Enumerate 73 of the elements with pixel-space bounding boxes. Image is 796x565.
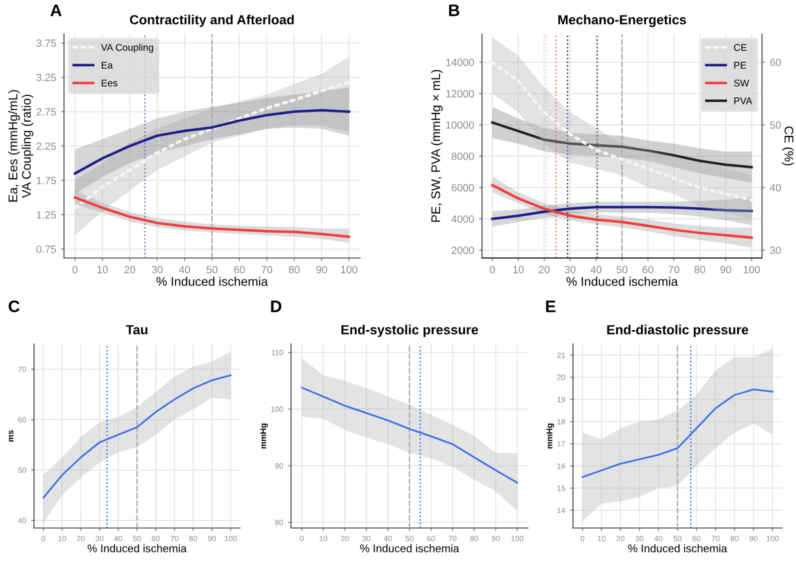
x-tick-label: 100 <box>744 266 760 274</box>
line-series <box>74 196 350 238</box>
line-series <box>74 109 350 175</box>
y-axis-title: mmHg <box>546 424 554 448</box>
y2-tick-label: 40 <box>770 184 781 192</box>
y2-tick-label: 60 <box>770 58 781 66</box>
x-tick-label: 40 <box>179 266 190 274</box>
x-tick-label: 100 <box>341 266 358 274</box>
x-axis-title: % Induced ischemia <box>88 544 187 552</box>
chart-title: Mechano-Energetics <box>558 14 686 28</box>
legend-label: PVA <box>734 98 752 104</box>
x-tick-label: 70 <box>262 266 272 274</box>
text: D <box>271 300 282 312</box>
x-tick-label: 80 <box>288 266 300 274</box>
y-axis-title: Ea, Ees (mmHg/mL) VA Coupling (ratio) <box>8 90 34 202</box>
legend-label: Ees <box>102 80 118 86</box>
y-tick-label: 2000 <box>452 246 474 254</box>
x-tick-label: 0 <box>72 266 78 274</box>
legend-label: PE <box>734 62 746 69</box>
line-series <box>491 184 753 239</box>
y-tick-label: 0.75 <box>36 246 56 253</box>
x-tick-label: 20 <box>538 266 550 274</box>
y-tick-label: 8000 <box>452 152 474 160</box>
x-tick-label: 0 <box>490 266 495 274</box>
x-tick-label: 20 <box>124 266 136 274</box>
x-tick-label: 90 <box>720 266 732 274</box>
chart-title: Tau <box>126 325 148 334</box>
y-axis-title: ms <box>8 430 14 442</box>
y-tick-label: 3.25 <box>36 74 56 82</box>
y-tick-label: 12000 <box>446 90 474 98</box>
x-tick-label: 60 <box>642 266 654 274</box>
y-axis-title: mmHg <box>260 424 268 448</box>
x-tick-label: 60 <box>234 266 245 274</box>
x-tick-label: 10 <box>513 266 524 274</box>
y-tick-label: 1.75 <box>36 176 56 184</box>
y-tick-label: 14000 <box>446 58 474 66</box>
y-tick-label: 3.75 <box>36 39 56 47</box>
y-tick-label: 1.25 <box>36 211 56 219</box>
y-tick-label: 6000 <box>452 184 474 192</box>
x-tick-label: 40 <box>590 266 602 274</box>
legend-label: SW <box>734 80 750 86</box>
x-tick-label: 10 <box>97 266 108 274</box>
line-series <box>491 121 753 168</box>
text: A <box>50 4 62 16</box>
x-axis-title: % Induced ischemia <box>156 276 268 286</box>
y2-tick-label: 30 <box>770 246 781 254</box>
x-tick-label: 70 <box>668 266 680 274</box>
chart-title: End-diastolic pressure <box>607 324 748 338</box>
x-axis-title: % Induced ischemia <box>360 544 460 552</box>
x-axis-title: % Induced ischemia <box>566 276 678 286</box>
y-tick-label: 2.25 <box>36 142 56 150</box>
line-series <box>490 60 754 202</box>
x-tick-label: 80 <box>694 266 706 274</box>
y2-axis-title: CE (%) <box>782 126 794 166</box>
y-tick-label: 10000 <box>446 121 474 129</box>
text: B <box>449 4 460 16</box>
x-tick-label: 50 <box>616 266 628 274</box>
y-tick-label: 4000 <box>451 215 474 223</box>
text: C <box>8 300 20 312</box>
text: E <box>546 300 556 312</box>
y2-tick-label: 50 <box>770 121 781 129</box>
chart-title: Contractility and Afterload <box>130 14 294 28</box>
legend-label: Ea <box>102 62 113 69</box>
x-tick-label: 50 <box>206 266 218 274</box>
legend-label: VA Coupling <box>100 44 154 53</box>
x-axis-title: % Induced ischemia <box>628 544 728 552</box>
x-tick-label: 30 <box>564 266 576 274</box>
x-tick-label: 90 <box>316 266 328 274</box>
legend-label: CE <box>734 44 747 51</box>
x-tick-label: 30 <box>152 266 163 274</box>
y-tick-label: 2.75 <box>36 108 56 116</box>
y-axis-title: PE, SW, PVA (mmHg × mL) <box>430 70 443 222</box>
chart-title: End-systolic pressure <box>341 324 478 338</box>
